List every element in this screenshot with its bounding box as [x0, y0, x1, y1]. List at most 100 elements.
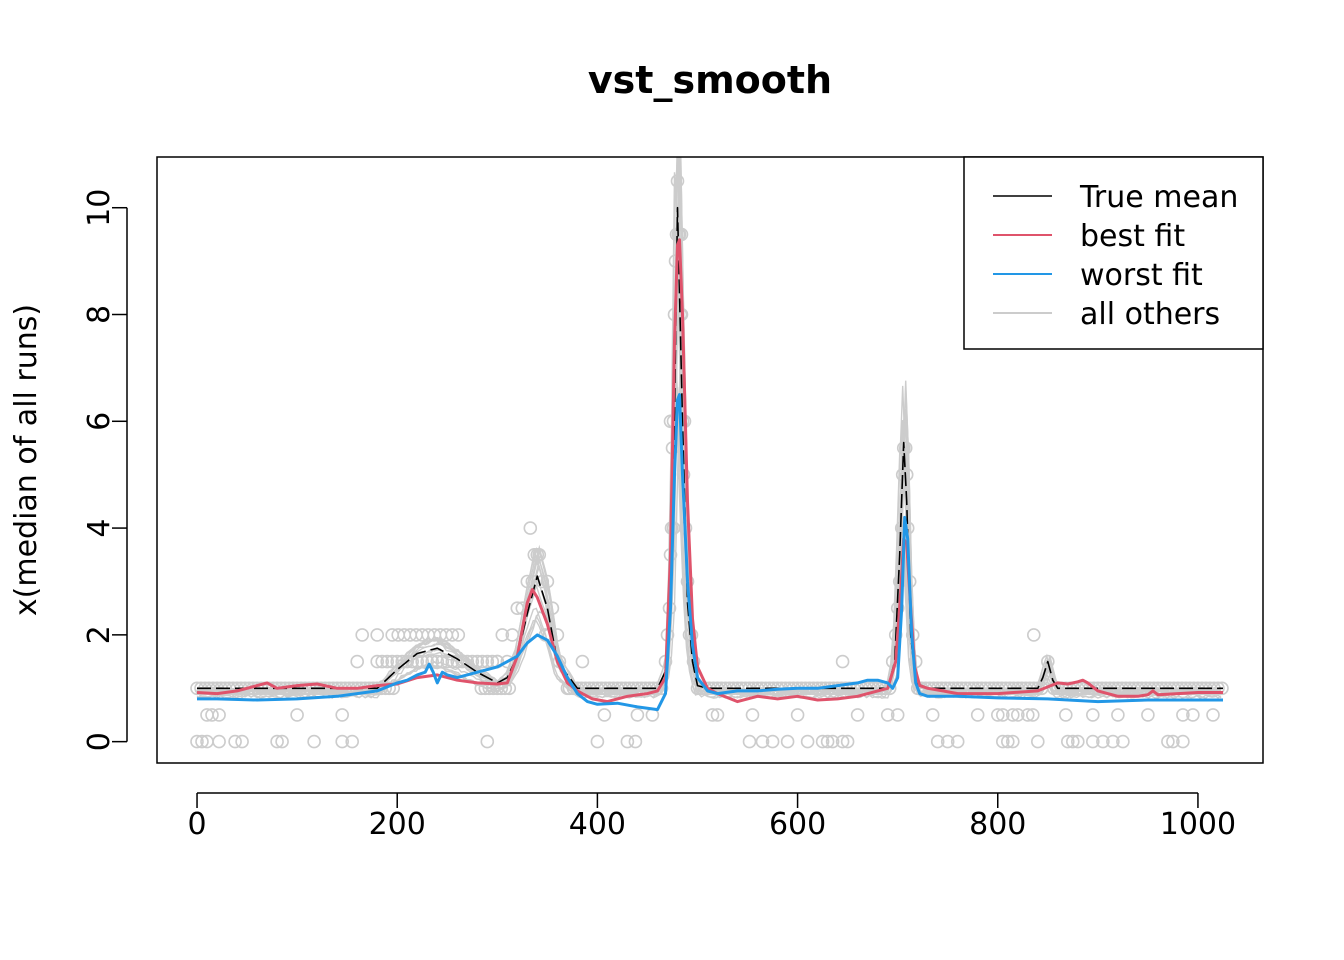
data-point	[212, 708, 226, 722]
data-point	[1176, 708, 1190, 722]
legend-label: True mean	[1079, 180, 1238, 215]
data-point	[1010, 708, 1025, 722]
others-fit-line	[196, 339, 1222, 699]
data-point	[1005, 708, 1020, 722]
data-point	[228, 734, 242, 749]
y-tick-label: 2	[82, 625, 117, 644]
data-point	[275, 734, 289, 749]
data-point	[465, 654, 480, 669]
data-point	[370, 628, 385, 642]
y-tick-label: 8	[82, 305, 117, 324]
data-point	[1061, 734, 1075, 749]
others-fit-line	[196, 387, 1222, 697]
data-point	[1096, 734, 1110, 749]
data-point	[628, 734, 643, 749]
data-point	[1041, 654, 1055, 669]
y-tick-label: 4	[82, 519, 117, 538]
data-point	[520, 574, 535, 589]
data-point	[835, 654, 850, 669]
data-point	[523, 521, 538, 535]
data-point	[1176, 734, 1190, 749]
data-point	[825, 734, 840, 749]
data-point	[1086, 734, 1100, 749]
data-point	[995, 734, 1010, 749]
data-point	[375, 654, 390, 669]
data-point	[590, 734, 605, 749]
y-axis: 0 2 4 6 8 10	[82, 189, 128, 751]
others-fit-line	[196, 388, 1221, 697]
x-tick-label: 800	[969, 807, 1026, 842]
data-point	[270, 734, 284, 749]
data-point	[370, 654, 385, 669]
y-tick-label: 0	[82, 732, 117, 751]
data-point	[1215, 681, 1229, 696]
data-point	[475, 654, 490, 669]
data-point	[500, 654, 515, 669]
data-point	[970, 708, 985, 722]
data-point	[410, 654, 425, 669]
data-point	[470, 654, 485, 669]
data-point	[335, 708, 350, 722]
data-point	[780, 734, 795, 749]
data-point	[1161, 734, 1175, 749]
plot-frame	[156, 156, 1264, 764]
data-point	[995, 708, 1010, 722]
data-point	[742, 734, 757, 749]
data-point	[765, 734, 780, 749]
data-point	[705, 708, 720, 722]
data-point	[212, 734, 226, 749]
data-point	[800, 734, 815, 749]
data-point	[385, 654, 400, 669]
data-point	[205, 708, 219, 722]
data-point	[480, 734, 495, 749]
data-point	[355, 628, 370, 642]
legend: True mean best fit worst fit all others	[963, 156, 1264, 350]
data-point	[620, 734, 635, 749]
data-point	[820, 734, 835, 749]
data-point	[532, 547, 547, 562]
data-point	[630, 708, 645, 722]
data-point	[1000, 734, 1015, 749]
data-point	[430, 654, 445, 669]
data-point	[415, 654, 430, 669]
data-point	[815, 734, 830, 749]
data-point	[1066, 734, 1080, 749]
data-point	[545, 601, 560, 616]
data-point	[1026, 708, 1040, 722]
legend-label: best fit	[1080, 219, 1185, 254]
data-point	[710, 708, 725, 722]
data-point	[1166, 734, 1180, 749]
data-point	[1031, 734, 1045, 749]
others-fit-line	[196, 341, 1222, 695]
data-point	[880, 708, 895, 722]
data-point	[1186, 708, 1200, 722]
data-point	[925, 708, 940, 722]
worst-fit-line	[197, 393, 1223, 712]
data-point	[535, 574, 550, 589]
data-point	[495, 628, 510, 642]
data-point	[445, 628, 460, 642]
series-layer	[196, 206, 1223, 712]
data-point	[990, 708, 1005, 722]
data-point	[1116, 734, 1130, 749]
data-point	[575, 654, 590, 669]
data-point	[307, 734, 321, 749]
data-point	[378, 681, 393, 696]
data-point	[674, 227, 689, 242]
legend-label: worst fit	[1080, 258, 1203, 293]
data-point	[670, 174, 685, 188]
y-tick-label: 10	[82, 189, 117, 227]
data-point	[835, 734, 850, 749]
data-point	[1059, 708, 1073, 722]
data-point	[455, 654, 470, 669]
data-point	[1141, 708, 1155, 722]
data-point	[190, 734, 204, 749]
data-point	[380, 654, 395, 669]
data-point	[290, 708, 304, 722]
y-tick-label: 6	[82, 412, 117, 431]
y-axis-label: x(median of all runs)	[9, 304, 44, 616]
legend-box	[963, 156, 1264, 350]
x-tick-label: 200	[369, 807, 426, 842]
data-point	[790, 708, 805, 722]
data-point	[1021, 708, 1035, 722]
